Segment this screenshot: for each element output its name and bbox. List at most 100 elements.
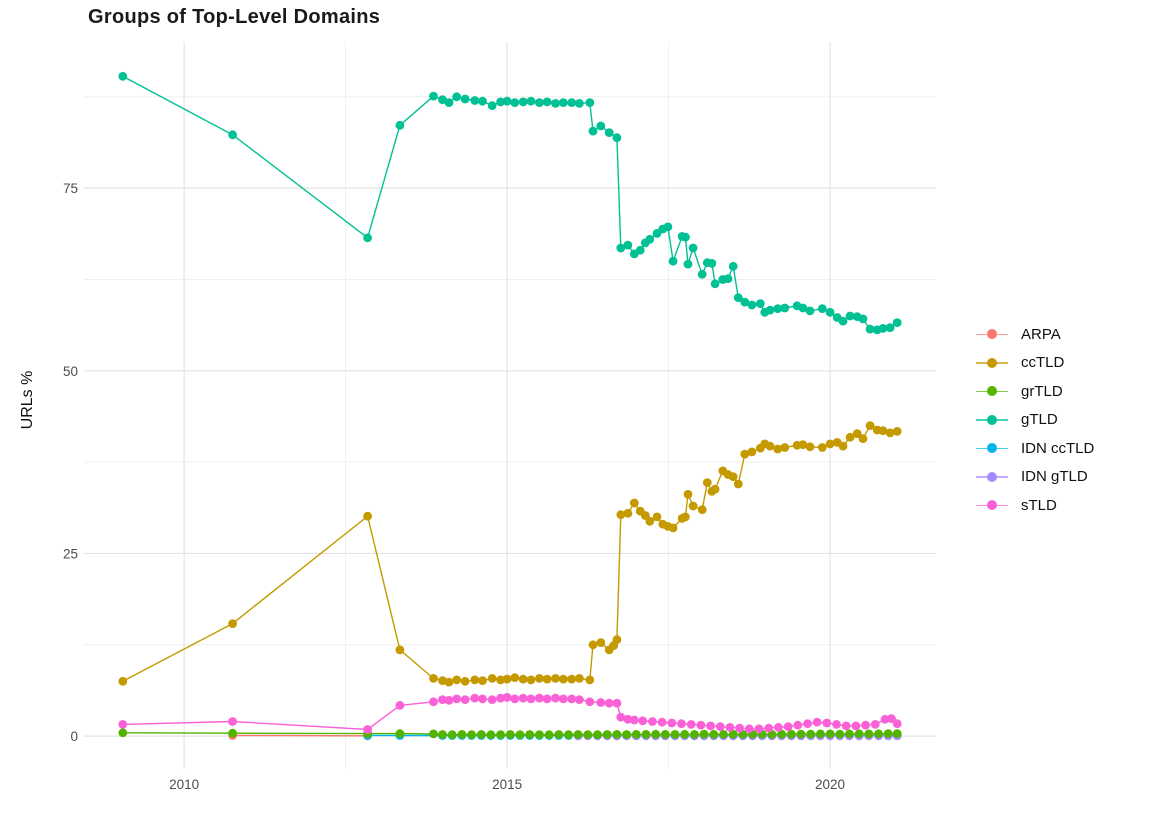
series-point-cctld	[892, 427, 902, 436]
series-point-gtld	[710, 279, 720, 289]
series-point-grtld	[525, 730, 535, 739]
series-point-grtld	[395, 729, 405, 738]
series-point-grtld	[874, 729, 883, 739]
series-point-cctld	[728, 472, 738, 482]
series-point-gtld	[817, 304, 827, 314]
series-point-gtld	[470, 96, 480, 105]
series-point-stld	[535, 693, 544, 703]
series-point-grtld	[892, 729, 902, 738]
series-point-gtld	[668, 256, 678, 266]
series-point-stld	[558, 694, 568, 704]
series-point-stld	[870, 720, 880, 729]
legend-item-arpa: ARPA	[976, 320, 1094, 349]
series-point-gtld	[765, 305, 775, 315]
series-point-gtld	[444, 98, 454, 107]
series-point-gtld	[567, 98, 577, 107]
series-point-cctld	[510, 673, 520, 683]
series-point-gtld	[865, 324, 875, 334]
series-point-cctld	[623, 508, 633, 518]
series-point-grtld	[583, 730, 593, 740]
series-point-gtld	[518, 97, 528, 107]
series-point-gtld	[697, 269, 707, 279]
series-point-grtld	[660, 730, 670, 739]
series-point-stld	[861, 720, 870, 730]
series-point-cctld	[652, 512, 662, 522]
series-point-cctld	[470, 675, 480, 685]
legend-label: IDN gTLD	[1021, 468, 1088, 486]
series-point-stld	[715, 722, 725, 731]
series-point-gtld	[429, 91, 438, 101]
series-point-gtld	[363, 233, 372, 243]
series-point-stld	[429, 697, 438, 707]
series-point-stld	[764, 723, 774, 733]
series-point-stld	[623, 714, 633, 724]
series-point-grtld	[457, 730, 467, 739]
series-point-gtld	[616, 243, 626, 253]
series-point-stld	[585, 697, 595, 707]
series-point-grtld	[438, 730, 447, 739]
series-point-cctld	[612, 635, 622, 645]
series-point-grtld	[476, 730, 486, 739]
series-point-gtld	[645, 234, 655, 244]
series-point-cctld	[697, 505, 707, 514]
series-point-grtld	[883, 729, 893, 739]
series-point-cctld	[452, 675, 462, 685]
series-point-cctld	[740, 449, 750, 459]
series-point-cctld	[645, 516, 655, 526]
series-point-gtld	[663, 222, 673, 232]
series-point-stld	[575, 695, 584, 704]
series-point-stld	[667, 718, 677, 728]
series-point-stld	[892, 719, 902, 729]
y-tick-label: 50	[63, 364, 78, 379]
series-point-stld	[478, 694, 487, 704]
series-point-stld	[648, 717, 657, 726]
series-point-gtld	[535, 98, 544, 107]
series-point-gtld	[773, 304, 783, 314]
chart-title: Groups of Top-Level Domains	[88, 6, 381, 28]
legend-item-idn-cctld: IDN ccTLD	[976, 434, 1094, 463]
legend-key-icon	[976, 329, 1008, 340]
series-point-cctld	[838, 441, 848, 451]
series-point-cctld	[668, 523, 678, 533]
legend-item-gtld: gTLD	[976, 406, 1094, 435]
series-point-gtld	[688, 243, 698, 253]
series-point-stld	[616, 712, 626, 722]
series-point-cctld	[228, 619, 238, 628]
legend-label: sTLD	[1021, 496, 1057, 514]
x-tick-label: 2010	[169, 777, 199, 792]
series-point-cctld	[487, 674, 497, 683]
series-point-gtld	[542, 97, 552, 107]
legend-label: ccTLD	[1021, 354, 1065, 372]
series-point-grtld	[554, 730, 564, 739]
series-point-grtld	[719, 730, 728, 739]
series-point-stld	[657, 717, 667, 727]
series-point-stld	[363, 725, 372, 734]
series-point-stld	[812, 717, 822, 727]
series-point-stld	[706, 721, 715, 731]
series-point-grtld	[680, 729, 690, 739]
series-point-grtld	[118, 728, 128, 738]
y-tick-label: 75	[63, 181, 78, 196]
series-point-cctld	[683, 489, 693, 499]
series-point-cctld	[567, 674, 577, 684]
series-point-stld	[793, 720, 803, 730]
series-point-cctld	[542, 674, 552, 684]
series-point-gtld	[683, 259, 693, 269]
series-point-stld	[887, 714, 896, 723]
series-point-grtld	[835, 729, 845, 739]
series-point-cctld	[460, 676, 470, 686]
series-point-grtld	[544, 730, 554, 740]
series-point-gtld	[487, 101, 497, 110]
series-point-gtld	[681, 232, 690, 242]
series-point-grtld	[612, 730, 622, 739]
series-point-grtld	[486, 730, 496, 740]
series-point-grtld	[728, 729, 738, 739]
legend-item-cctld: ccTLD	[976, 349, 1094, 378]
series-point-stld	[470, 693, 480, 703]
series-point-grtld	[651, 729, 661, 739]
series-point-grtld	[593, 730, 602, 739]
series-point-gtld	[723, 274, 733, 284]
series-point-gtld	[558, 98, 568, 107]
series-point-stld	[496, 693, 505, 703]
legend-label: gTLD	[1021, 411, 1058, 429]
